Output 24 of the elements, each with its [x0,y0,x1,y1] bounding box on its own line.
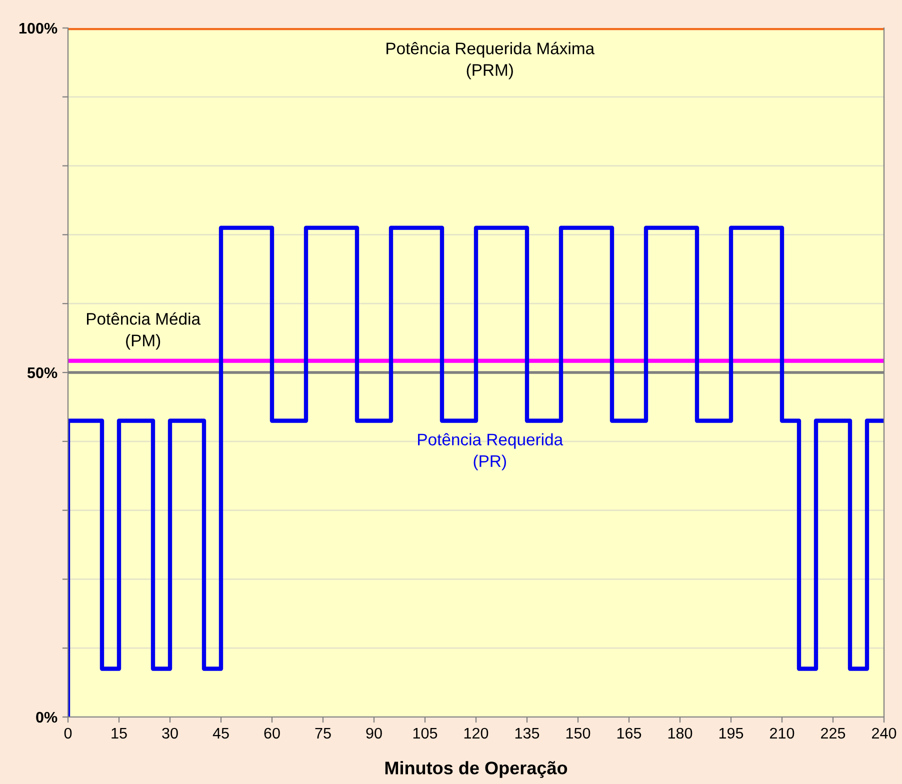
x-axis-title: Minutos de Operação [385,761,568,778]
ref-line-label: Potência Requerida Máxima (PRM) [386,42,595,80]
x-tick-label: 15 [112,728,127,739]
x-tick-label: 120 [464,728,488,739]
x-tick-label: 165 [617,728,642,739]
x-tick-label: 75 [315,728,331,739]
y-tick-label: 50% [27,367,58,378]
x-tick-label: 0 [64,728,72,739]
x-tick-label: 135 [515,728,540,739]
x-tick-label: 210 [770,728,794,739]
x-tick-label: 30 [162,728,178,739]
y-tick-label: 0% [36,712,58,723]
x-tick-label: 240 [872,728,896,739]
x-tick-label: 45 [212,728,229,739]
x-tick-label: 60 [264,728,280,739]
x-tick-label: 150 [566,728,590,739]
ref-line-label: Potência Média (PM) [87,312,201,350]
x-tick-label: 105 [413,728,438,739]
x-tick-label: 180 [668,728,692,739]
x-tick-label: 195 [719,728,744,739]
x-tick-label: 225 [821,728,846,739]
series-label: Potência Requerida (PR) [418,433,564,470]
x-tick-label: 90 [366,728,382,739]
y-tick-label: 100% [19,22,58,34]
